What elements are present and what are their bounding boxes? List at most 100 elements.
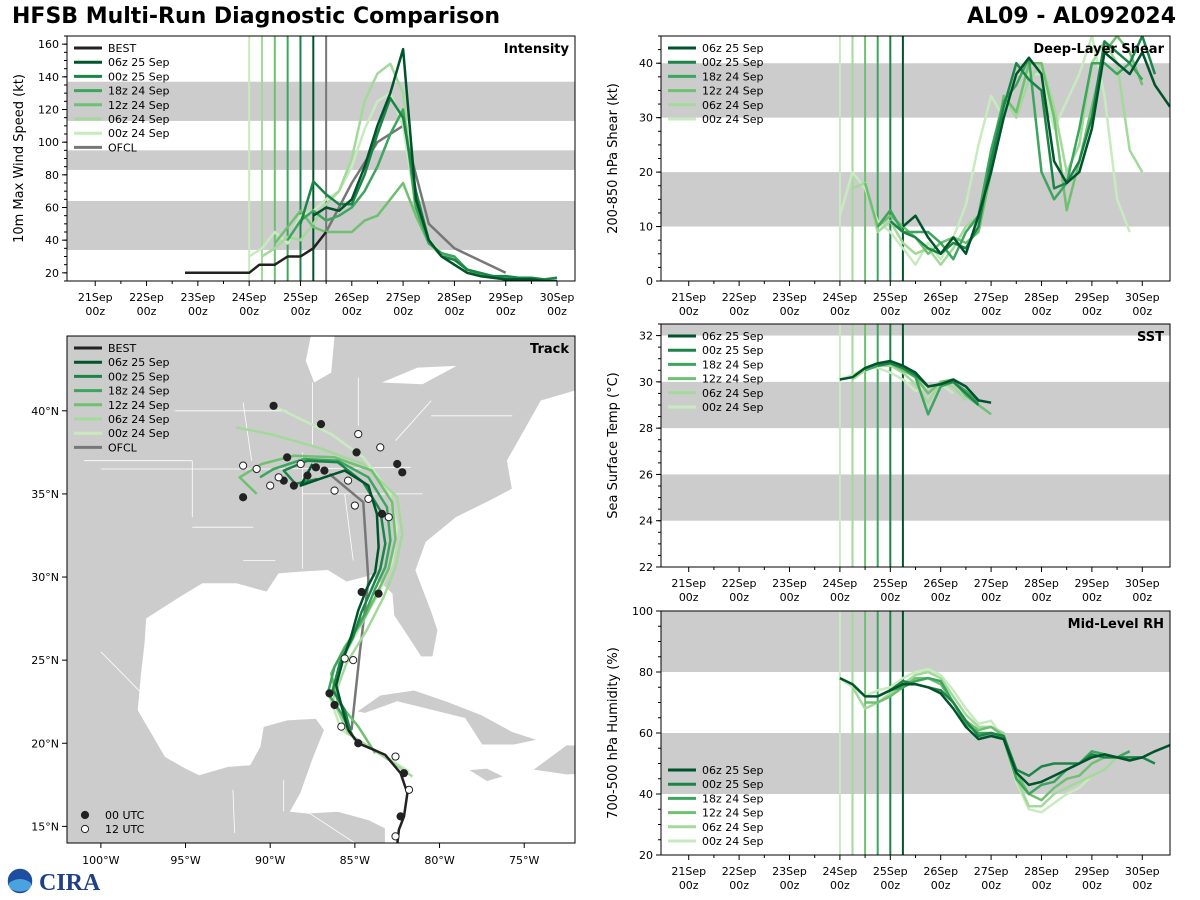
intensity-xtick-label: 00z xyxy=(291,305,311,318)
track-marker-12utc xyxy=(391,832,400,841)
intensity-xtick-label: 00z xyxy=(342,305,362,318)
track-marker-00utc xyxy=(377,509,387,518)
sst-xtick-label: 00z xyxy=(981,591,1001,604)
track-series-ofcl xyxy=(328,473,370,731)
track-xtick-label: 85°W xyxy=(340,854,370,867)
rh-legend-label-00z-24-sep: 00z 24 Sep xyxy=(702,835,764,848)
shear-legend-label-00z-24-sep: 00z 24 Sep xyxy=(702,113,764,126)
track-marker-00utc xyxy=(283,453,292,462)
rh-series-06z-25-sep xyxy=(839,676,1170,787)
track-ytick-label: 15°N xyxy=(31,820,59,833)
sst-xtick-label: 21Sep xyxy=(671,577,706,590)
rh-legend-label-12z-24-sep: 12z 24 Sep xyxy=(702,807,764,820)
shear-xtick-label: 21Sep xyxy=(671,291,706,304)
sst-xtick-label: 00z xyxy=(679,591,699,604)
sst-xtick-label: 25Sep xyxy=(873,577,908,590)
rh-xtick-label: 00z xyxy=(981,879,1001,892)
intensity-xtick-label: 00z xyxy=(445,305,465,318)
sst-ytick-label: 32 xyxy=(639,330,653,343)
intensity-title: Intensity xyxy=(504,42,570,57)
track-ytick-label: 30°N xyxy=(31,571,59,584)
rh-legend-label-06z-25-sep: 06z 25 Sep xyxy=(702,764,764,777)
track-frame xyxy=(66,335,576,844)
track-series-06z-25-sep xyxy=(299,463,380,731)
intensity-ytick-label: 120 xyxy=(38,104,59,117)
sst-xtick-label: 00z xyxy=(1082,591,1102,604)
sst-ytick-label: 30 xyxy=(639,376,653,389)
rh-xtick-label: 00z xyxy=(1132,879,1152,892)
shear-xtick-label: 00z xyxy=(679,305,699,318)
sst-legend-label-00z-25-sep: 00z 25 Sep xyxy=(702,344,764,357)
track-marker-12utc xyxy=(337,722,346,731)
intensity-legend-label-06z-25-sep: 06z 25 Sep xyxy=(108,56,170,69)
shear-ytick-label: 10 xyxy=(639,221,653,234)
sst-band-2 xyxy=(661,324,1170,336)
track-xtick-label: 90°W xyxy=(255,854,285,867)
rh-xtick-label: 00z xyxy=(1082,879,1102,892)
rh-legend-label-06z-24-sep: 06z 24 Sep xyxy=(702,821,764,834)
shear-xtick-label: 00z xyxy=(1032,305,1052,318)
sst-xtick-label: 00z xyxy=(830,591,850,604)
intensity-legend-label-00z-25-sep: 00z 25 Sep xyxy=(108,70,170,83)
intensity-xtick-label: 00z xyxy=(239,305,259,318)
intensity-legend-label-ofcl: OFCL xyxy=(108,141,138,154)
intensity-xtick-label: 28Sep xyxy=(437,291,472,304)
track-marker-00utc xyxy=(303,471,312,480)
intensity-legend-label-00z-24-sep: 00z 24 Sep xyxy=(108,127,170,140)
track-marker-00utc xyxy=(269,401,278,410)
track-ytick-label: 35°N xyxy=(31,488,59,501)
shear-series-00z-24-sep xyxy=(838,36,1131,266)
shear-title: Deep-Layer Shear xyxy=(1033,42,1164,57)
track-marker-12utc xyxy=(239,461,248,470)
page-title: HFSB Multi-Run Diagnostic Comparison xyxy=(12,4,500,29)
shear-xtick-label: 22Sep xyxy=(722,291,757,304)
intensity-legend-label-18z-24-sep: 18z 24 Sep xyxy=(108,85,170,98)
chart-intensity: 21Sep00z22Sep00z23Sep00z24Sep00z25Sep00z… xyxy=(12,35,576,318)
shear-xtick-label: 29Sep xyxy=(1075,291,1110,304)
intensity-band-2 xyxy=(67,81,575,121)
track-legend-label-best: BEST xyxy=(108,342,136,355)
track-ytick-label: 25°N xyxy=(31,654,59,667)
shear-ytick-label: 0 xyxy=(646,275,653,288)
track-marker-12utc xyxy=(349,656,358,665)
track-marker-12utc xyxy=(384,513,393,522)
lake-michigan xyxy=(305,336,335,383)
shear-xtick-label: 00z xyxy=(729,305,749,318)
track-marker-00utc xyxy=(311,463,321,472)
shear-plot-area xyxy=(661,36,1170,281)
sst-xtick-label: 27Sep xyxy=(974,577,1009,590)
intensity-xtick-label: 00z xyxy=(137,305,157,318)
cuba-land xyxy=(355,689,540,746)
intensity-xtick-label: 00z xyxy=(188,305,208,318)
track-marker-12utc xyxy=(330,486,339,495)
intensity-ytick-label: 20 xyxy=(45,267,59,280)
sst-title: SST xyxy=(1137,330,1164,345)
track-marker-00utc xyxy=(239,493,248,502)
sst-ylabel: Sea Surface Temp (°C) xyxy=(606,372,621,519)
rh-ytick-label: 60 xyxy=(639,727,653,740)
shear-xtick-label: 27Sep xyxy=(974,291,1009,304)
state-border xyxy=(232,789,235,834)
track-series-06z-24-sep xyxy=(236,426,414,778)
track-marker-00utc xyxy=(357,587,366,597)
track-marker-00utc xyxy=(398,468,407,477)
rh-band-1 xyxy=(661,611,1170,672)
state-border xyxy=(303,809,356,843)
track-marker-00utc xyxy=(330,700,339,710)
hispaniola-land xyxy=(531,744,575,776)
state-border xyxy=(395,400,432,441)
chart-rh: 21Sep00z22Sep00z23Sep00z24Sep00z25Sep00z… xyxy=(606,605,1171,892)
track-marker-12utc xyxy=(404,785,414,794)
rh-xtick-label: 23Sep xyxy=(772,865,807,878)
intensity-xtick-label: 00z xyxy=(393,305,413,318)
track-xtick-label: 80°W xyxy=(424,854,454,867)
track-marker-00utc xyxy=(316,420,326,429)
shear-legend-label-18z-24-sep: 18z 24 Sep xyxy=(702,70,764,83)
track-xtick-label: 75°W xyxy=(509,854,539,867)
shear-xtick-label: 00z xyxy=(830,305,850,318)
shear-ytick-label: 40 xyxy=(639,57,653,70)
rh-ylabel: 700-500 hPa Humidity (%) xyxy=(606,647,621,819)
rh-xtick-label: 26Sep xyxy=(923,865,958,878)
